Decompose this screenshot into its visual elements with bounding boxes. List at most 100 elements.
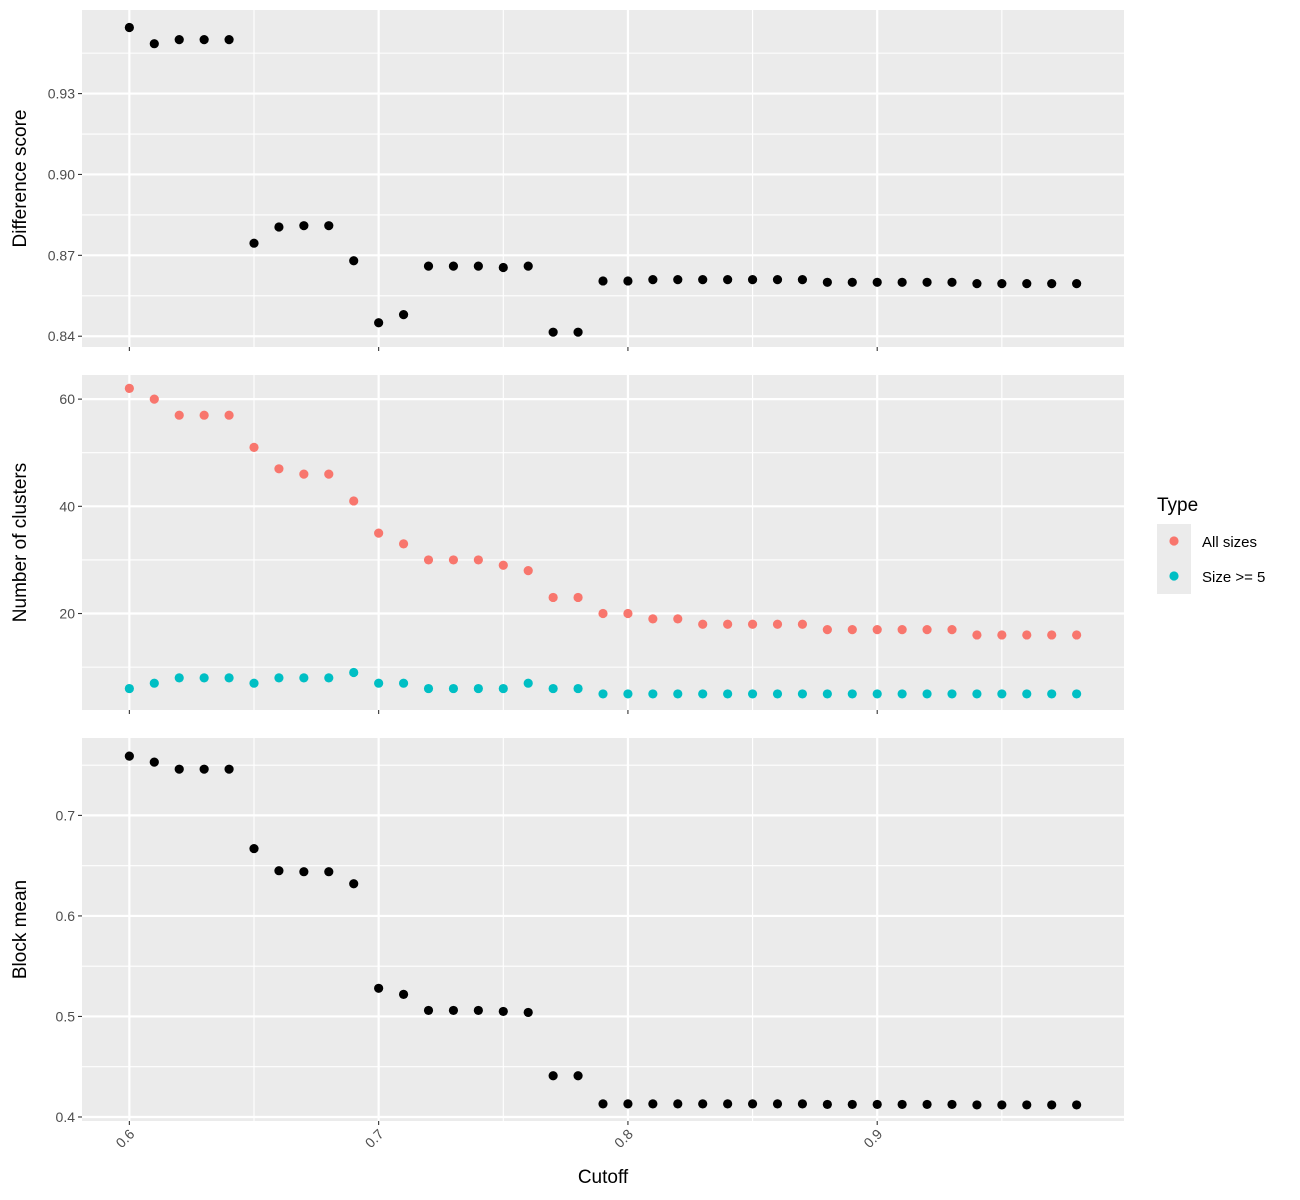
data-point xyxy=(922,1099,932,1110)
y-tick-label: 20 xyxy=(59,606,75,622)
data-point xyxy=(349,496,359,506)
data-point xyxy=(249,238,259,248)
data-point xyxy=(398,678,409,688)
data-point xyxy=(747,275,758,285)
data-point xyxy=(324,221,334,231)
y-tick-label: 40 xyxy=(59,498,75,514)
points-number-of-clusters xyxy=(124,383,1082,699)
data-point xyxy=(1022,630,1032,640)
data-point xyxy=(972,1100,982,1110)
data-point xyxy=(498,1006,508,1017)
data-point xyxy=(124,383,134,393)
x-tick-label: 0.7 xyxy=(362,1126,387,1151)
data-point xyxy=(249,843,259,854)
data-point xyxy=(997,279,1007,289)
data-point xyxy=(548,592,558,603)
x-axis: 0.6 0.7 0.8 0.9 xyxy=(112,1126,885,1151)
data-point xyxy=(822,1099,832,1110)
data-point xyxy=(174,410,184,420)
data-point xyxy=(448,683,459,694)
data-point xyxy=(324,469,334,479)
data-point xyxy=(872,625,882,635)
data-point xyxy=(1022,279,1032,289)
data-point xyxy=(997,689,1007,699)
data-point xyxy=(1072,1100,1082,1110)
data-point xyxy=(473,261,483,271)
data-point xyxy=(747,1099,758,1109)
data-point xyxy=(149,39,159,49)
data-point xyxy=(673,689,683,699)
data-point xyxy=(299,673,309,683)
data-point xyxy=(797,619,808,629)
data-point xyxy=(299,469,309,479)
data-point xyxy=(523,678,533,688)
y-tick-label: 0.4 xyxy=(56,1109,76,1125)
x-tick-label: 0.6 xyxy=(112,1126,137,1151)
y-tick-label: 60 xyxy=(59,391,75,407)
data-point xyxy=(498,262,508,273)
data-point xyxy=(324,673,334,683)
data-point xyxy=(224,35,234,45)
data-point xyxy=(548,683,558,694)
y-axis-title-number-of-clusters: Number of clusters xyxy=(10,463,31,622)
data-point xyxy=(423,261,434,271)
legend-label: All sizes xyxy=(1202,534,1257,551)
data-point xyxy=(897,1099,907,1110)
y-tick-label: 0.87 xyxy=(48,247,75,263)
data-point xyxy=(274,222,284,232)
data-point xyxy=(673,1099,683,1109)
data-point xyxy=(448,1005,459,1016)
data-point xyxy=(847,1099,857,1110)
data-point xyxy=(698,619,708,629)
y-tick-label: 0.93 xyxy=(48,86,75,102)
data-point xyxy=(548,327,558,337)
data-point xyxy=(498,560,508,570)
data-point xyxy=(872,1099,882,1110)
x-tick-label: 0.8 xyxy=(611,1126,636,1151)
data-point xyxy=(598,1099,608,1109)
data-point xyxy=(822,689,832,699)
data-point xyxy=(1072,279,1082,289)
data-point xyxy=(398,310,409,320)
data-point xyxy=(523,1007,533,1018)
data-point xyxy=(374,983,384,993)
points-block-mean xyxy=(124,751,1082,1110)
data-point xyxy=(1047,1100,1057,1110)
data-point xyxy=(972,279,982,289)
legend-key-point xyxy=(1169,536,1179,546)
data-point xyxy=(847,277,857,287)
y-tick-label: 0.6 xyxy=(56,908,76,924)
data-point xyxy=(124,683,134,694)
data-point xyxy=(473,683,483,694)
data-point xyxy=(448,555,459,565)
data-point xyxy=(747,619,758,629)
data-point xyxy=(1022,689,1032,699)
panel-block-mean: 0.4 0.5 0.6 0.7 Block mean xyxy=(10,738,1124,1125)
y-tick-label: 0.7 xyxy=(56,807,76,823)
legend: Type All sizes Size >= 5 xyxy=(1157,495,1265,594)
data-point xyxy=(249,442,259,452)
data-point xyxy=(349,667,359,678)
data-point xyxy=(299,867,309,877)
data-point xyxy=(598,276,608,286)
legend-key-background xyxy=(1157,524,1191,594)
data-point xyxy=(224,673,234,683)
data-point xyxy=(947,689,957,699)
data-point xyxy=(573,592,583,603)
data-point xyxy=(872,277,882,287)
data-point xyxy=(573,1071,583,1081)
data-point xyxy=(274,464,284,474)
data-point xyxy=(698,689,708,699)
x-tick-label: 0.9 xyxy=(860,1126,885,1151)
data-point xyxy=(897,689,907,699)
data-point xyxy=(947,277,957,287)
data-point xyxy=(423,683,434,694)
data-point xyxy=(398,989,409,999)
data-point xyxy=(573,683,583,694)
data-point xyxy=(673,614,683,624)
legend-key-point xyxy=(1169,571,1179,581)
data-point xyxy=(723,689,733,699)
y-tick-label: 0.90 xyxy=(48,166,75,182)
data-point xyxy=(947,625,957,635)
